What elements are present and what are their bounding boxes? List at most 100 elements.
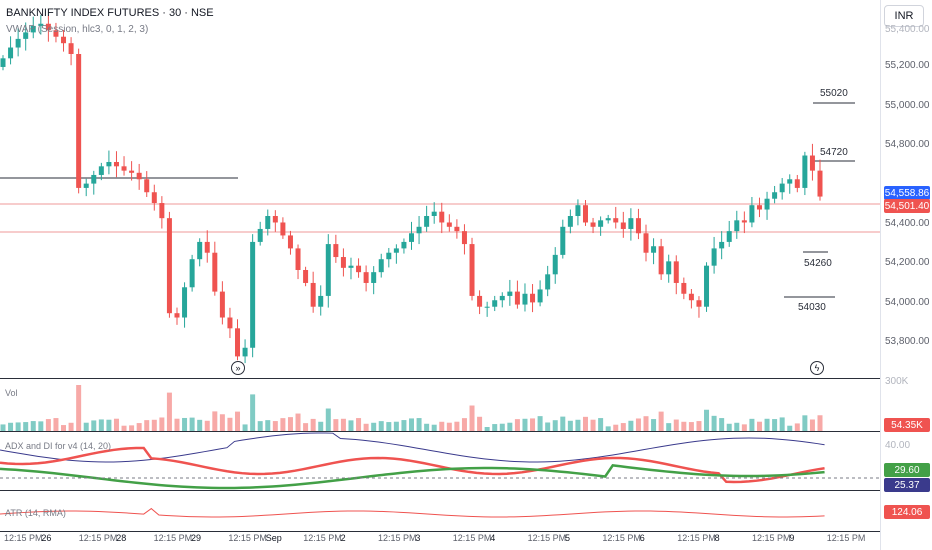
candle bbox=[817, 170, 823, 197]
candle bbox=[378, 259, 384, 273]
currency-button[interactable]: INR bbox=[884, 5, 924, 27]
level-annotation[interactable]: 54030 bbox=[798, 302, 826, 313]
time-tick: 26 bbox=[41, 533, 52, 543]
candle bbox=[68, 43, 74, 54]
volume-bar bbox=[76, 385, 82, 431]
candle bbox=[772, 192, 778, 199]
candle bbox=[802, 155, 808, 188]
candle bbox=[530, 293, 536, 303]
candle bbox=[106, 162, 112, 167]
candle bbox=[719, 241, 725, 249]
candle bbox=[416, 226, 422, 234]
candle bbox=[356, 265, 362, 273]
candle bbox=[91, 174, 97, 184]
time-tick: 3 bbox=[415, 533, 421, 543]
volume-bar bbox=[666, 423, 672, 431]
candle bbox=[499, 295, 505, 301]
candle bbox=[166, 218, 172, 314]
volume-bar bbox=[416, 418, 422, 431]
vwap-indicator-label[interactable]: VWAP (Session, hlc3, 0, 1, 2, 3) bbox=[6, 24, 149, 35]
volume-bar bbox=[628, 420, 634, 431]
volume-bar bbox=[643, 416, 649, 431]
volume-bar bbox=[492, 424, 498, 431]
vwap-price-tag: 54,558.86 bbox=[884, 186, 930, 200]
candle bbox=[469, 244, 475, 296]
volume-bar bbox=[23, 422, 29, 431]
forward-jump-icon[interactable]: » bbox=[231, 361, 245, 375]
candle bbox=[348, 265, 354, 268]
candle bbox=[696, 300, 702, 307]
volume-bar bbox=[0, 424, 6, 431]
candle bbox=[582, 205, 588, 223]
candle bbox=[507, 291, 513, 296]
chart-title: BANKNIFTY INDEX FUTURES · 30 · NSE bbox=[6, 7, 214, 19]
volume-bar bbox=[802, 415, 808, 431]
candle bbox=[0, 58, 6, 67]
volume-bar bbox=[144, 420, 150, 431]
atr-pane-title[interactable]: ATR (14, RMA) bbox=[5, 508, 66, 518]
candle bbox=[30, 25, 36, 33]
candle bbox=[340, 257, 346, 268]
candle bbox=[272, 216, 278, 223]
candle bbox=[424, 216, 430, 227]
candle bbox=[325, 244, 331, 296]
time-tick: 12:15 PM bbox=[826, 533, 866, 543]
volume-bar bbox=[499, 423, 505, 431]
candle bbox=[61, 36, 67, 44]
level-annotation[interactable]: 54260 bbox=[804, 258, 832, 269]
volume-bar bbox=[15, 422, 21, 431]
plus-di-tag: 29.60 bbox=[884, 463, 930, 477]
candle bbox=[514, 291, 520, 305]
candle bbox=[673, 261, 679, 283]
volume-bar bbox=[98, 419, 104, 431]
volume-bar bbox=[477, 416, 483, 431]
adx-pane-title[interactable]: ADX and DI for v4 (14, 20) bbox=[5, 441, 112, 451]
volume-bar bbox=[318, 421, 324, 431]
time-tick: 12:15 PM bbox=[228, 533, 267, 543]
volume-bar bbox=[545, 422, 551, 431]
candle bbox=[484, 306, 490, 308]
candle bbox=[53, 30, 59, 37]
candle bbox=[794, 179, 800, 188]
candle bbox=[726, 231, 732, 242]
volume-bar bbox=[726, 423, 732, 431]
level-annotation[interactable]: 54720 bbox=[820, 147, 848, 158]
candle bbox=[454, 226, 460, 232]
volume-bar bbox=[522, 418, 528, 431]
volume-value-tag: 54.35K bbox=[884, 418, 930, 432]
volume-bar bbox=[719, 418, 725, 431]
volume-bar bbox=[129, 425, 135, 431]
candle bbox=[227, 317, 233, 329]
time-tick: 12:15 PM bbox=[452, 533, 492, 543]
atr-pane-bg bbox=[0, 491, 880, 531]
time-tick: 12:15 PM bbox=[153, 533, 193, 543]
volume-bar bbox=[764, 418, 770, 431]
adx-tag: 25.37 bbox=[884, 478, 930, 492]
level-annotation[interactable]: 55020 bbox=[820, 88, 848, 99]
volume-bar bbox=[83, 422, 89, 431]
volume-bar bbox=[38, 421, 44, 431]
volume-bar bbox=[741, 424, 747, 431]
candle bbox=[371, 272, 377, 283]
volume-bar bbox=[242, 424, 248, 431]
candle bbox=[658, 246, 664, 275]
volume-bar bbox=[530, 418, 536, 431]
price-tick: 54,400.00 bbox=[885, 218, 930, 229]
candle bbox=[113, 162, 119, 167]
volume-bar bbox=[30, 421, 36, 431]
lightning-icon[interactable]: ϟ bbox=[810, 361, 824, 375]
candle bbox=[401, 241, 407, 249]
candle bbox=[567, 216, 573, 227]
volume-bar bbox=[197, 419, 203, 431]
candle bbox=[8, 47, 14, 59]
volume-bar bbox=[166, 392, 172, 431]
volume-pane-title[interactable]: Vol bbox=[5, 388, 18, 398]
atr-line bbox=[0, 507, 825, 518]
candle bbox=[620, 222, 626, 229]
candle bbox=[681, 282, 687, 294]
candle bbox=[809, 155, 815, 171]
time-tick: 6 bbox=[639, 533, 645, 543]
volume-bar bbox=[348, 420, 354, 431]
candle bbox=[242, 347, 248, 357]
